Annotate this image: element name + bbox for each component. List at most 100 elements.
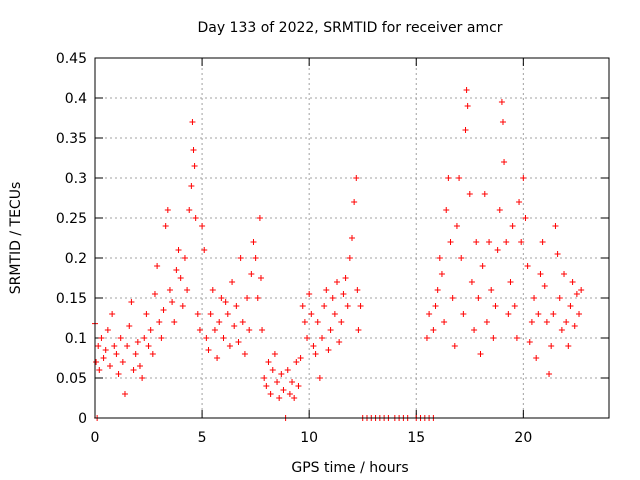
data-point (344, 303, 351, 309)
data-point (175, 247, 182, 253)
data-point (430, 327, 437, 333)
data-point (205, 347, 212, 353)
x-tick-label: 15 (407, 430, 425, 446)
data-point (297, 355, 304, 361)
data-point (241, 351, 248, 357)
data-point (331, 311, 338, 317)
data-point (456, 175, 463, 181)
data-point (438, 271, 445, 277)
data-point (132, 351, 139, 357)
data-point (541, 283, 548, 289)
data-point (340, 291, 347, 297)
data-point (259, 327, 266, 333)
data-point (269, 367, 276, 373)
y-tick-label: 0.4 (65, 91, 87, 107)
data-point (154, 263, 161, 269)
y-tick-label: 0.3 (65, 171, 87, 187)
data-point (95, 343, 102, 349)
data-point (451, 343, 458, 349)
data-point (216, 319, 223, 325)
data-point (563, 319, 570, 325)
data-point (218, 295, 225, 301)
data-point (338, 319, 345, 325)
data-point (464, 103, 471, 109)
data-point (284, 367, 291, 373)
data-point (189, 119, 196, 125)
data-point (460, 311, 467, 317)
data-point (528, 319, 535, 325)
data-point (271, 351, 278, 357)
data-point (274, 379, 281, 385)
data-point (319, 335, 326, 341)
data-point (184, 287, 191, 293)
data-point (513, 335, 520, 341)
data-point (289, 379, 296, 385)
data-point (565, 343, 572, 349)
data-point (179, 303, 186, 309)
data-point (498, 99, 505, 105)
x-tick-label: 20 (514, 430, 532, 446)
data-point (190, 147, 197, 153)
data-point (156, 319, 163, 325)
data-point (254, 295, 261, 301)
x-tick-label: 10 (300, 430, 318, 446)
data-point (342, 275, 349, 281)
data-point (145, 343, 152, 349)
data-point (494, 247, 501, 253)
data-point (503, 239, 510, 245)
data-point (537, 271, 544, 277)
data-point (126, 323, 133, 329)
data-point (134, 339, 141, 345)
data-point (434, 287, 441, 293)
data-point (463, 87, 470, 93)
data-point (524, 263, 531, 269)
data-point (475, 295, 482, 301)
data-point (246, 327, 253, 333)
data-point (458, 255, 465, 261)
tick-labels: 0 0.05 0.1 0.15 0.2 0.25 0.3 0.35 0.4 0.45 0 5 10 15 2… (56, 51, 532, 446)
data-point (181, 255, 188, 261)
data-point (306, 291, 313, 297)
data-point (248, 271, 255, 277)
data-point (106, 363, 113, 369)
data-point (102, 347, 109, 353)
data-point (556, 295, 563, 301)
data-point (220, 335, 227, 341)
data-point (488, 287, 495, 293)
data-point (100, 355, 107, 361)
x-axis-title: GPS time / hours (291, 460, 408, 476)
data-point (483, 319, 490, 325)
data-point (139, 375, 146, 381)
data-point (93, 359, 100, 365)
data-point (235, 339, 242, 345)
y-tick-label: 0.25 (56, 211, 87, 227)
data-point (477, 351, 484, 357)
data-point (222, 299, 229, 305)
y-tick-label: 0.15 (56, 291, 87, 307)
data-point (346, 255, 353, 261)
data-point (486, 239, 493, 245)
data-point (507, 279, 514, 285)
data-point (299, 303, 306, 309)
data-point (432, 303, 439, 309)
data-point (158, 335, 165, 341)
data-point (143, 311, 150, 317)
data-point (191, 163, 198, 169)
data-point (128, 299, 135, 305)
data-point (109, 311, 116, 317)
data-point (136, 363, 143, 369)
data-point (466, 191, 473, 197)
data-point (192, 215, 199, 221)
data-point (554, 251, 561, 257)
data-point (501, 159, 508, 165)
data-point (226, 343, 233, 349)
y-tick-label: 0 (78, 411, 87, 427)
data-point (267, 391, 274, 397)
data-point (276, 395, 283, 401)
data-point (199, 223, 206, 229)
data-point (177, 275, 184, 281)
data-point (166, 287, 173, 293)
data-point (423, 335, 430, 341)
data-point (164, 207, 171, 213)
